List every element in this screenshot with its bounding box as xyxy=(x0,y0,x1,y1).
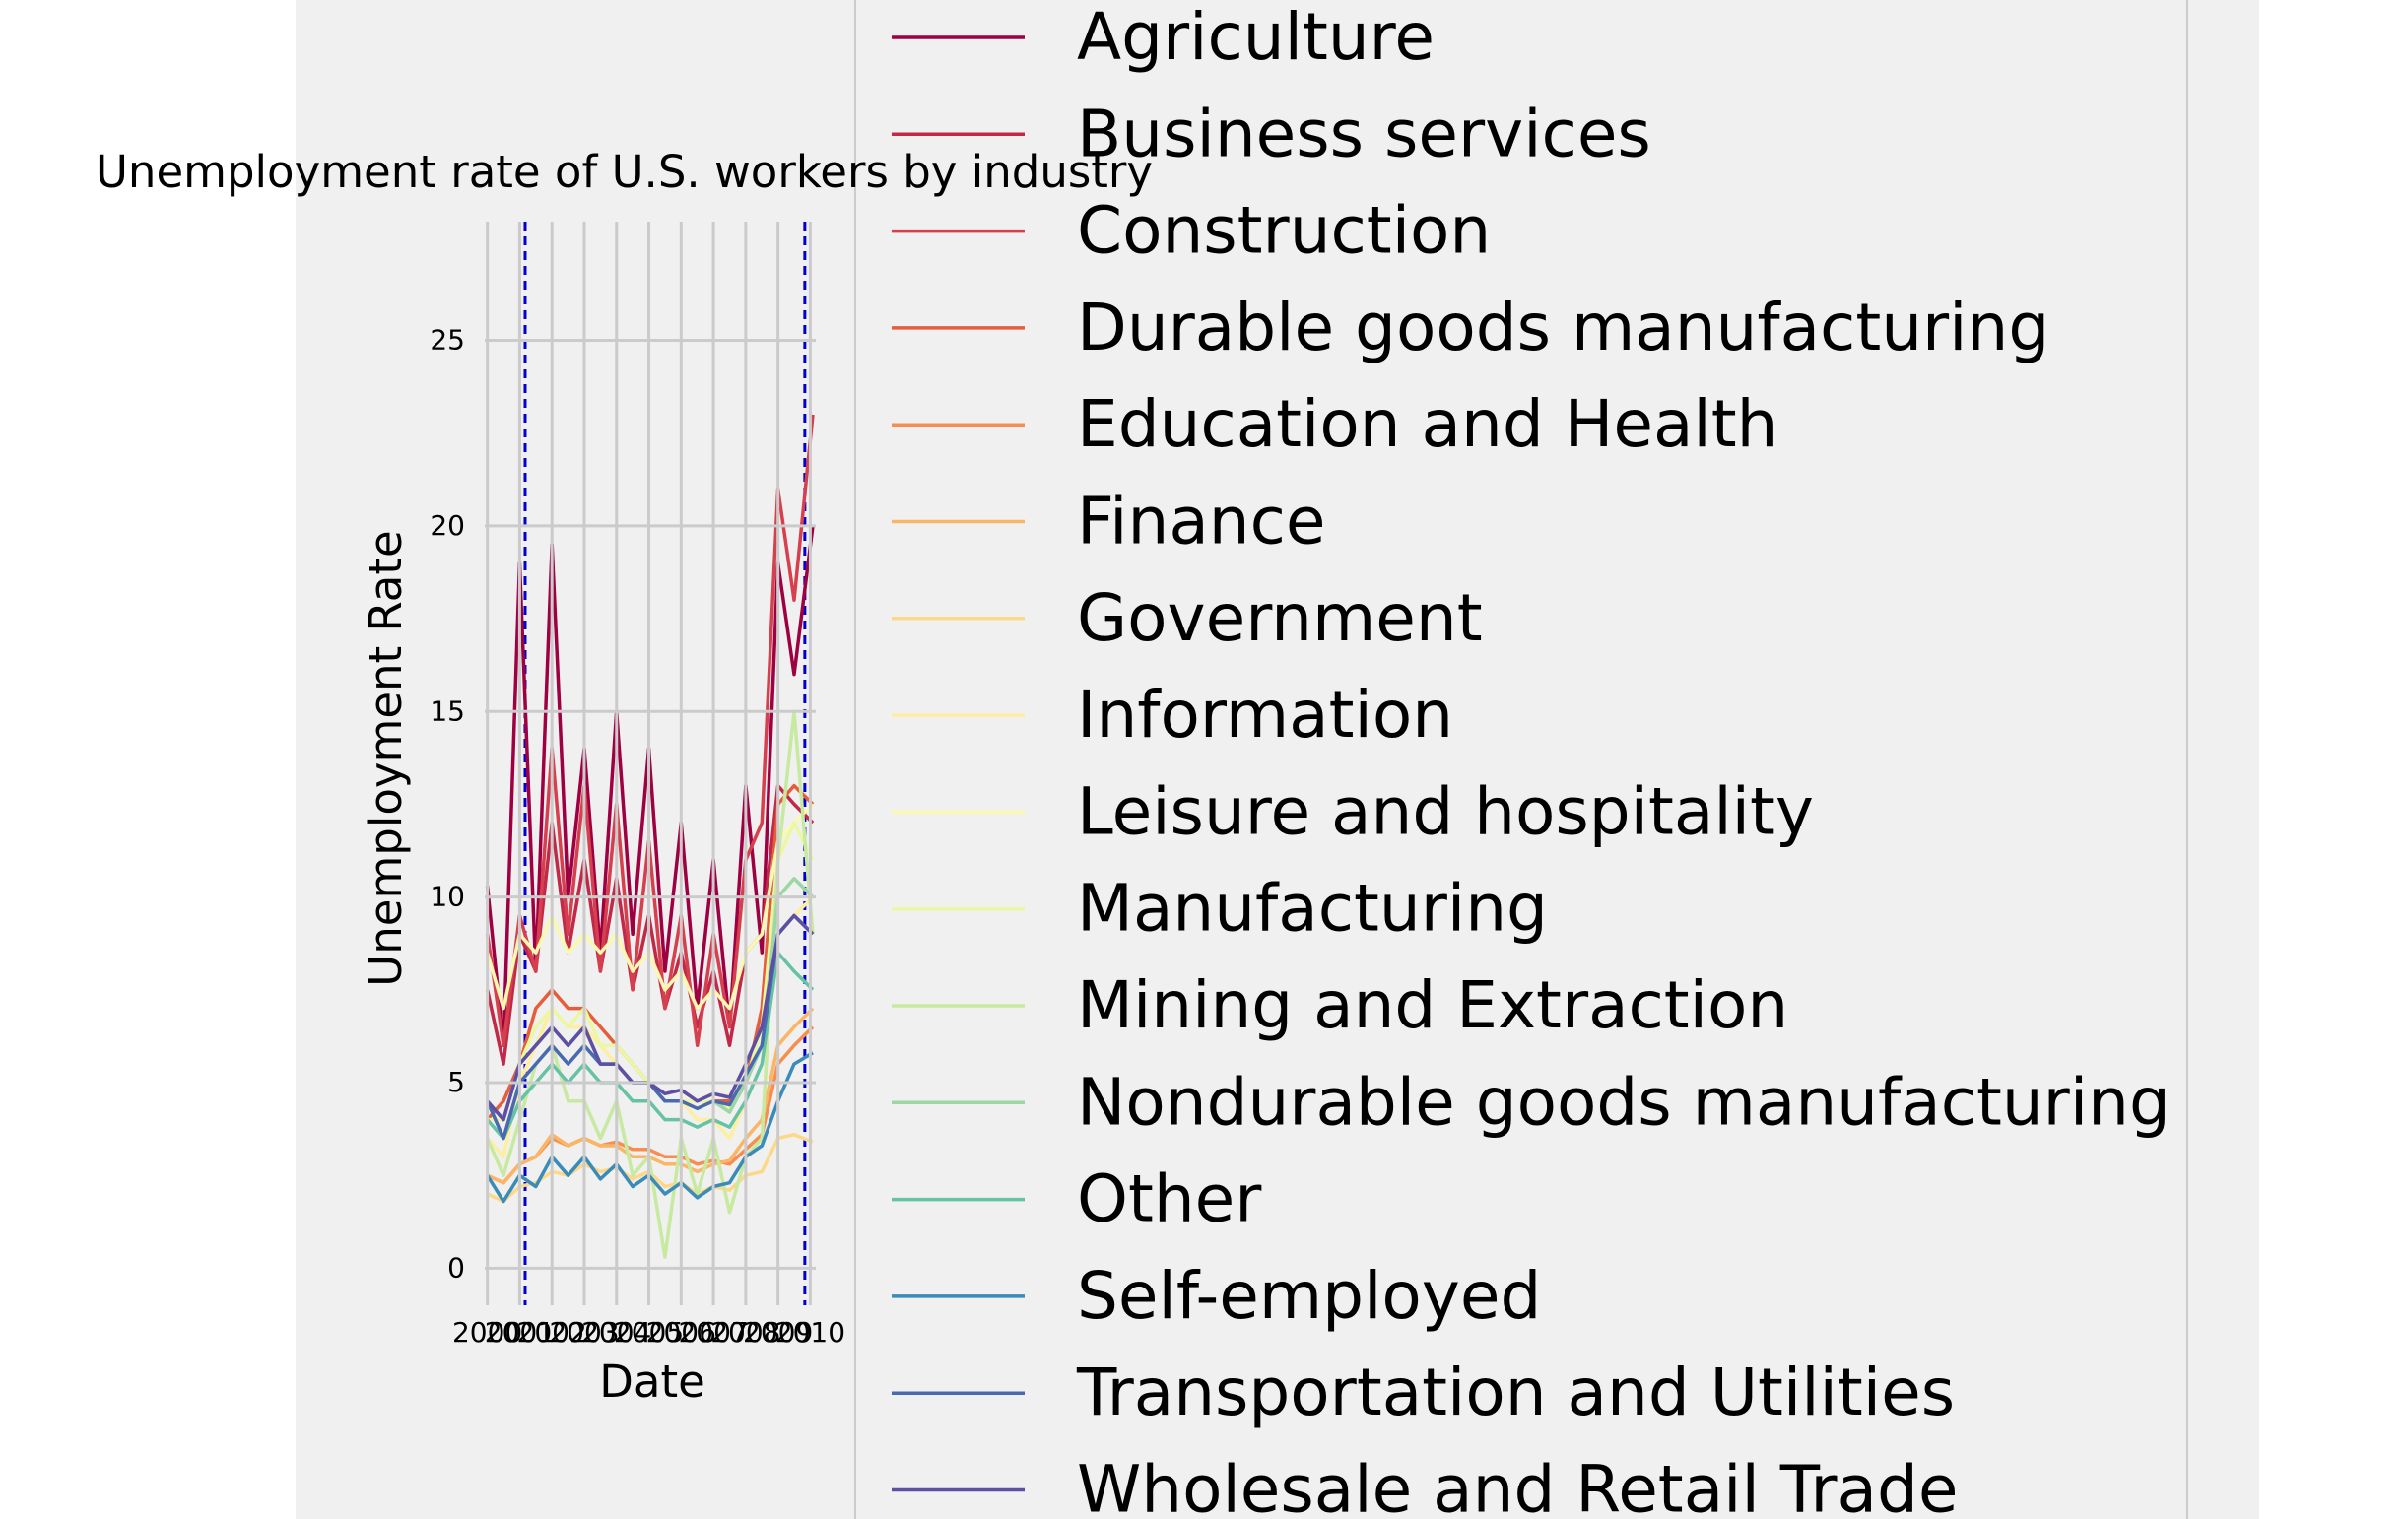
legend-label: Agriculture xyxy=(1077,0,1435,75)
legend-label: Other xyxy=(1077,1161,1262,1237)
legend-label: Finance xyxy=(1077,484,1326,560)
legend-label: Government xyxy=(1077,580,1483,656)
x-tick-label: 2004 xyxy=(581,1316,651,1349)
legend-label: Manufacturing xyxy=(1077,871,1548,947)
y-tick-label: 25 xyxy=(430,324,465,357)
legend-label: Wholesale and Retail Trade xyxy=(1077,1452,1958,1519)
legend-label: Durable goods manufacturing xyxy=(1077,290,2049,365)
chart-title: Unemployment rate of U.S. workers by ind… xyxy=(96,146,1153,198)
legend-label: Education and Health xyxy=(1077,386,1777,462)
y-tick-label: 0 xyxy=(447,1251,465,1284)
legend-label: Information xyxy=(1077,677,1453,753)
y-tick-label: 20 xyxy=(430,509,465,542)
x-axis-label: Date xyxy=(599,1355,705,1408)
y-tick-label: 10 xyxy=(430,881,465,913)
legend-label: Business services xyxy=(1077,96,1651,171)
x-tick-label: 2009 xyxy=(743,1316,813,1349)
legend-label: Construction xyxy=(1077,193,1491,269)
legend: Agriculture Business services Construction… xyxy=(892,0,2171,1519)
x-tick-label: 2007 xyxy=(678,1316,748,1349)
x-tick-label: 2003 xyxy=(549,1316,619,1349)
x-tick-label: 2008 xyxy=(710,1316,780,1349)
y-axis-label: Unemployment Rate xyxy=(360,530,412,986)
axes: 0510152025200020012002200320042005200620… xyxy=(430,222,845,1349)
y-tick-label: 5 xyxy=(447,1066,465,1098)
legend-label: Nondurable goods manufacturing xyxy=(1077,1064,2171,1140)
legend-label: Leisure and hospitality xyxy=(1077,773,1814,849)
legend-label: Self-employed xyxy=(1077,1258,1541,1334)
legend-label: Mining and Extraction xyxy=(1077,967,1788,1043)
x-tick-label: 2002 xyxy=(517,1316,587,1349)
y-tick-label: 15 xyxy=(430,694,465,727)
x-tick-label: 2005 xyxy=(614,1316,684,1349)
legend-frame xyxy=(854,0,2188,1519)
x-tick-label: 2010 xyxy=(775,1316,845,1349)
x-tick-label: 2000 xyxy=(452,1316,522,1349)
x-tick-label: 2006 xyxy=(646,1316,716,1349)
legend-label: Transportation and Utilities xyxy=(1076,1354,1955,1430)
x-tick-label: 2001 xyxy=(485,1316,555,1349)
